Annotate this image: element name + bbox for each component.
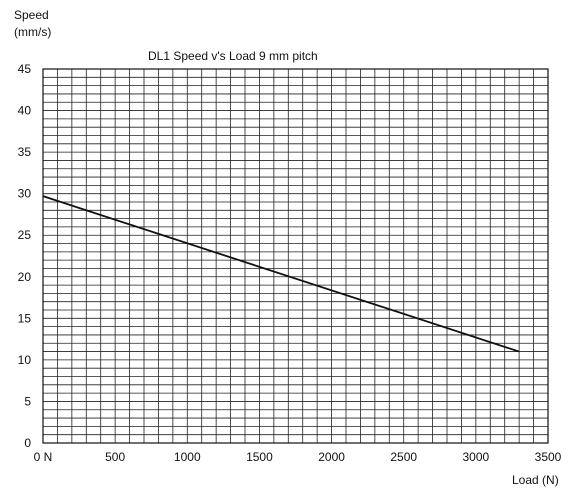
y-tick-label: 40 xyxy=(18,104,32,118)
x-tick-label: 0 N xyxy=(34,450,53,464)
x-tick-label: 500 xyxy=(105,450,125,464)
y-tick-label: 30 xyxy=(18,187,32,201)
y-tick-label: 10 xyxy=(18,353,32,367)
grid xyxy=(43,69,548,443)
x-tick-label: 2500 xyxy=(390,450,417,464)
x-tick-label: 2000 xyxy=(318,450,345,464)
x-tick-label: 3000 xyxy=(463,450,490,464)
x-tick-label: 3500 xyxy=(535,450,562,464)
plot-border xyxy=(43,69,548,443)
x-tick-labels: 0 N 500 1000 1500 2000 2500 3000 3500 xyxy=(34,450,562,464)
x-tick-label: 1000 xyxy=(174,450,201,464)
y-tick-label: 5 xyxy=(24,394,31,408)
y-tick-label: 20 xyxy=(18,270,32,284)
x-tick-label: 1500 xyxy=(246,450,273,464)
series-line xyxy=(43,196,519,351)
y-tick-label: 35 xyxy=(18,145,32,159)
y-tick-label: 15 xyxy=(18,311,32,325)
series-lines xyxy=(43,196,519,351)
y-tick-label: 45 xyxy=(18,62,32,76)
y-tick-label: 0 xyxy=(24,436,31,450)
y-tick-labels: 0 5 10 15 20 25 30 35 40 45 xyxy=(18,62,32,450)
y-tick-label: 25 xyxy=(18,228,32,242)
